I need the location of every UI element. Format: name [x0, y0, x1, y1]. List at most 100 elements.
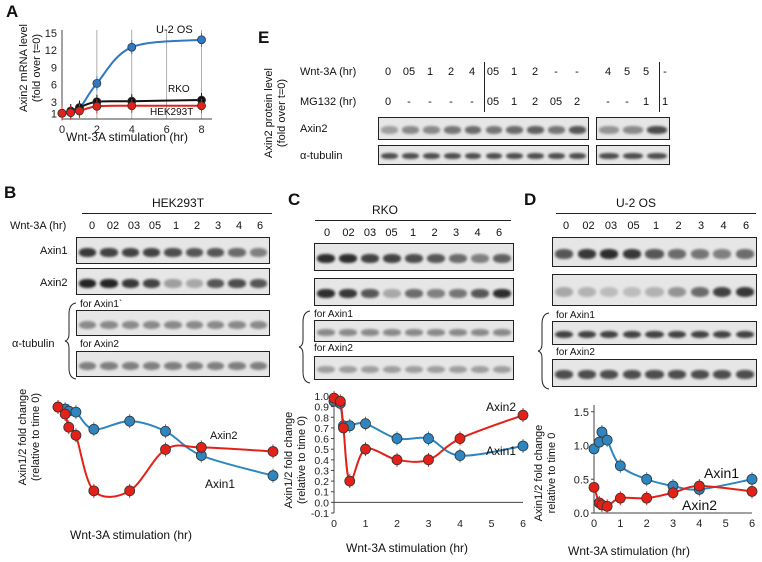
chart-b-point-1-1: [59, 408, 71, 420]
panel-c-tubulin-blot-2-band-1: [339, 365, 357, 374]
chart-c-point-0-7: [454, 450, 466, 461]
panel-e-tubulin-blot-left-band-7: [527, 153, 545, 160]
panel-a-label: A: [6, 2, 19, 21]
panel-e-tubulin-blot-left-band-8: [548, 153, 565, 160]
panel-e-row2-value-6: 1: [510, 96, 518, 108]
panel-c-tubulin-blot-1-band-0: [317, 329, 335, 336]
chart-c-ytick-label-1: 0.0: [314, 497, 329, 509]
chart-a-point-2-5: [197, 101, 206, 111]
chart-b-point-1-5: [124, 485, 136, 497]
panel-d-tubulin-blot-2-band-4: [645, 370, 664, 380]
panel-c-axin2-blot: [314, 278, 514, 306]
chart-c-ytick-label-10: 0.9: [314, 402, 329, 414]
panel-e-row2-value-0: 0: [384, 96, 392, 108]
panel-d-tubulin-blot-2-band-1: [577, 370, 596, 380]
panel-b-axin1-blot-band-5: [185, 248, 203, 257]
panel-e-row1-right-value-0: 4: [604, 66, 612, 78]
panel-e-row2-label: MG132 (hr): [300, 96, 357, 108]
panel-c-chart: 0 1 2 3 4 5 6 -0.10.00.10.20.30.40.50.60.70.80.…: [311, 391, 529, 530]
panel-c-tubulin-blot-2: [314, 356, 514, 380]
panel-c-axin2-blot-band-4: [405, 289, 423, 299]
chart-a-point-0-3: [92, 79, 102, 88]
chart-d-ytick-label-2: 1.0: [574, 441, 589, 453]
panel-b-tubulin-blot-2-band-1: [100, 361, 118, 370]
panel-e-row1-right-value-2: 5: [642, 66, 650, 78]
panel-c-tubulin-blot-2-band-5: [427, 365, 445, 374]
panel-d-tubulin-blot-2-band-2: [600, 370, 619, 380]
panel-b-axin1-blot-band-6: [207, 248, 225, 257]
panel-b-tubulin-blot-1-band-3: [143, 320, 161, 329]
panel-c-axin2-blot-band-1: [339, 289, 357, 299]
chart-b-point-0-3: [70, 406, 82, 418]
panel-b-lane-0: 0: [88, 220, 96, 232]
panel-b-lane-6: 3: [214, 220, 222, 232]
panel-d-tubulin-blot-2-band-6: [690, 370, 709, 380]
chart-d-xtick-label-2: 2: [644, 518, 650, 530]
panel-c-tubulin-blot-2-band-7: [471, 365, 489, 374]
panel-e-tubulin-blot-left-band-0: [381, 153, 398, 160]
panel-b-tubulin-blot-1-band-6: [207, 320, 225, 329]
panel-b-axin1-blot-band-8: [249, 248, 267, 257]
chart-a-point-2-3: [92, 101, 102, 111]
panel-d-tubulin-blot-1-band-2: [600, 330, 619, 339]
panel-b-xlabel: Wnt-3A stimulation (hr): [70, 528, 193, 542]
panel-e-tubulin-blot-left-band-5: [485, 153, 503, 160]
panel-c-lane-3: 05: [385, 227, 398, 239]
panel-d-lane-1: 02: [582, 220, 595, 232]
panel-d-lane-3: 05: [627, 220, 640, 232]
chart-d-point-1-7: [693, 480, 705, 492]
panel-b-axin2-blot-band-7: [228, 279, 246, 288]
panel-e-axin2-blot-right-band-0: [599, 126, 619, 134]
panel-d-tubulin-blot-2-band-7: [713, 370, 732, 380]
panel-e-row2-right-value-0: -: [606, 96, 610, 108]
panel-c-label: C: [288, 190, 301, 209]
chart-b-point-1-8: [267, 446, 279, 457]
panel-c-axin1-blot-band-8: [493, 254, 511, 264]
panel-d-title-rule: [556, 213, 756, 214]
chart-c-point-1-3: [344, 475, 356, 487]
panel-e-ylabel-line1: Axin2 protein level: [263, 68, 275, 158]
panel-b-axin2-blot-band-2: [121, 279, 139, 288]
panel-e-row2-value-8: 05: [549, 96, 563, 108]
panel-e-ylabel-line2: (fold over t=0): [276, 78, 288, 148]
chart-d-point-0-8: [746, 473, 758, 485]
panel-d-axin1-blot-band-2: [600, 249, 619, 259]
panel-d-axin2-blot-band-2: [600, 287, 619, 298]
panel-b-tubulin-blot-2-band-0: [79, 361, 97, 370]
chart-d-point-0-2: [596, 426, 608, 438]
panel-d-ylabel: Axin1/2 fold change relative to time 0: [533, 403, 559, 543]
panel-e-axin2-blot-left-band-4: [464, 126, 482, 134]
panel-a-chart: 0 2 4 6 8 13 6 9 12 15: [45, 28, 212, 136]
panel-b-axin2-blot-band-4: [164, 279, 182, 288]
panel-c-axin2-blot-band-5: [427, 289, 445, 299]
chart-d-point-0-3: [601, 434, 613, 446]
panel-c-axin1-blot: [314, 243, 514, 271]
panel-b-tubulin-blot-1-band-4: [164, 320, 182, 329]
panel-d-tubulin-blot-1-band-0: [555, 330, 574, 339]
panel-b-axin1-blot-band-2: [121, 248, 139, 257]
chart-a-point-2-1: [66, 108, 76, 118]
panel-d-tubulin-blot-1-band-6: [690, 330, 709, 339]
panel-c-tubulin-blot-2-band-0: [317, 365, 335, 374]
panel-e-axin2-blot-left-band-8: [548, 126, 565, 134]
panel-b-axin1-blot: [76, 237, 270, 264]
chart-d-ytick-label-1: 0.5: [574, 474, 589, 486]
panel-a-legend-hek: HEK293T: [150, 107, 194, 118]
panel-d-series-axin1: Axin1: [704, 465, 740, 481]
chart-a-ytick-label-5: 15: [45, 28, 57, 40]
chart-c-point-1-5: [391, 454, 403, 466]
chart-d-xtick-label-0: 0: [591, 518, 597, 530]
panel-c-brace: [298, 310, 311, 384]
panel-c-lane-7: 4: [474, 227, 481, 239]
panel-b-axin2-blot-band-6: [207, 279, 225, 288]
panel-e-row2-right-value-1: -: [625, 96, 629, 108]
panel-e-tubulin-blot-left-band-6: [506, 153, 524, 160]
chart-d-ytick-label-0: 0.0: [574, 508, 589, 520]
panel-d-axin1-blot-band-8: [735, 249, 754, 259]
panel-d-tubulin-blot-1-band-7: [713, 330, 732, 339]
chart-b-point-0-4: [88, 423, 100, 435]
chart-c-point-0-5: [391, 433, 403, 444]
panel-e-axin2-blot-right-band-1: [623, 126, 643, 134]
panel-e-tubulin-blot-left-band-4: [464, 153, 482, 160]
chart-c-xtick-label-3: 3: [426, 518, 432, 530]
